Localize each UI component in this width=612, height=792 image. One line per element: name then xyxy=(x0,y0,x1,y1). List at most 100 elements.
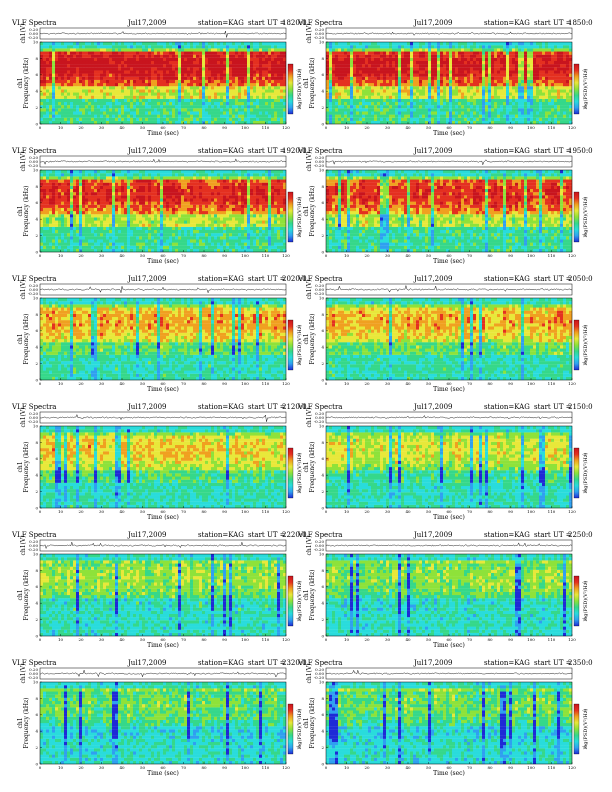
panel-6: VLF Spectra Jul17,2009 station=KAG start UT… xyxy=(297,275,593,393)
time-tick-label: 120 xyxy=(282,381,290,386)
colorbar xyxy=(288,448,293,498)
panel-ut-prefix: start UT = xyxy=(248,147,286,155)
time-tick-label: 80 xyxy=(487,381,493,386)
panel-date: Jul17,2009 xyxy=(413,659,453,667)
time-tick-label: 10 xyxy=(58,637,64,642)
freq-tick-label: 4 xyxy=(35,217,38,222)
time-tick-label: 90 xyxy=(222,253,228,258)
panel-start-ut: 2050:0 xyxy=(568,275,593,283)
freq-tick-label: 10 xyxy=(33,551,39,556)
time-tick-label: 90 xyxy=(508,253,514,258)
frequency-axis-label: Frequency (kHz) xyxy=(23,185,30,236)
panel-station: station=KAG xyxy=(198,19,244,27)
colorbar-label: log(PSD)(V²/Hz) xyxy=(582,709,589,750)
freq-tick-label: 8 xyxy=(321,184,324,189)
freq-tick-label: 10 xyxy=(33,679,39,684)
panel-station: station=KAG xyxy=(484,19,530,27)
time-tick-label: 10 xyxy=(58,253,64,258)
panel-date: Jul17,2009 xyxy=(127,147,167,155)
time-tick-label: 90 xyxy=(222,637,228,642)
panel-station: station=KAG xyxy=(198,403,244,411)
freq-tick-label: 10 xyxy=(33,39,39,44)
time-tick-label: 10 xyxy=(344,125,350,130)
time-tick-label: 50 xyxy=(140,253,146,258)
time-tick-label: 40 xyxy=(119,125,125,130)
freq-tick-label: 4 xyxy=(35,345,38,350)
time-tick-label: 20 xyxy=(364,765,370,770)
panel-title: VLF Spectra xyxy=(297,531,342,539)
time-tick-label: 90 xyxy=(222,381,228,386)
time-tick-label: 50 xyxy=(426,253,432,258)
freq-tick-label: 4 xyxy=(321,729,324,734)
colorbar xyxy=(288,576,293,626)
time-tick-label: 40 xyxy=(119,381,125,386)
time-tick-label: 40 xyxy=(119,637,125,642)
time-tick-label: 20 xyxy=(364,381,370,386)
time-tick-label: 50 xyxy=(426,381,432,386)
time-tick-label: 80 xyxy=(201,765,207,770)
time-tick-label: 0 xyxy=(39,509,42,514)
time-tick-label: 0 xyxy=(39,765,42,770)
time-tick-label: 80 xyxy=(201,125,207,130)
time-tick-label: 80 xyxy=(487,509,493,514)
time-tick-label: 120 xyxy=(568,381,576,386)
time-tick-label: 50 xyxy=(140,125,146,130)
panel-ut-prefix: start UT = xyxy=(248,19,286,27)
panel-ut-prefix: start UT = xyxy=(248,531,286,539)
time-axis-label: Time (sec) xyxy=(147,130,179,137)
freq-tick-label: 8 xyxy=(35,312,38,317)
time-tick-label: 120 xyxy=(282,253,290,258)
waveform-ylabel: ch1(V) xyxy=(20,407,27,427)
time-tick-label: 70 xyxy=(181,637,187,642)
freq-tick-label: 8 xyxy=(321,312,324,317)
spectrogram-cells xyxy=(326,170,572,252)
time-tick-label: 90 xyxy=(508,125,514,130)
time-tick-label: 100 xyxy=(241,125,249,130)
panel-ut-prefix: start UT = xyxy=(534,659,572,667)
panel-ut-prefix: start UT = xyxy=(534,275,572,283)
panel-5: VLF Spectra Jul17,2009 station=KAG start UT… xyxy=(11,275,307,393)
time-tick-label: 30 xyxy=(99,765,105,770)
frequency-axis-label: Frequency (kHz) xyxy=(309,569,316,620)
freq-tick-label: 8 xyxy=(321,696,324,701)
freq-tick-label: 8 xyxy=(35,696,38,701)
time-tick-label: 10 xyxy=(58,509,64,514)
freq-tick-label: 6 xyxy=(321,72,324,77)
spectrogram-cells xyxy=(326,682,572,764)
time-tick-label: 30 xyxy=(99,381,105,386)
freq-tick-label: 10 xyxy=(33,295,39,300)
panel-title: VLF Spectra xyxy=(11,659,56,667)
time-tick-label: 120 xyxy=(568,253,576,258)
time-tick-label: 50 xyxy=(426,509,432,514)
time-tick-label: 0 xyxy=(39,381,42,386)
time-tick-label: 80 xyxy=(201,253,207,258)
panel-date: Jul17,2009 xyxy=(127,275,167,283)
panel-station: station=KAG xyxy=(198,147,244,155)
time-tick-label: 20 xyxy=(364,509,370,514)
panel-3: VLF Spectra Jul17,2009 station=KAG start UT… xyxy=(11,147,307,265)
freq-tick-label: 2 xyxy=(35,361,38,366)
waveform-ylabel: ch1(V) xyxy=(306,407,313,427)
time-tick-label: 110 xyxy=(548,381,556,386)
time-tick-label: 0 xyxy=(325,765,328,770)
panel-station: station=KAG xyxy=(484,147,530,155)
time-tick-label: 80 xyxy=(201,509,207,514)
panel-title: VLF Spectra xyxy=(11,403,56,411)
freq-tick-label: 10 xyxy=(319,167,325,172)
time-tick-label: 40 xyxy=(119,765,125,770)
time-tick-label: 70 xyxy=(181,381,187,386)
time-tick-label: 120 xyxy=(282,125,290,130)
time-tick-label: 50 xyxy=(426,125,432,130)
time-tick-label: 100 xyxy=(241,509,249,514)
time-axis-label: Time (sec) xyxy=(147,514,179,521)
panel-title: VLF Spectra xyxy=(11,275,56,283)
freq-tick-label: 2 xyxy=(35,489,38,494)
colorbar xyxy=(574,192,579,242)
panel-ut-prefix: start UT = xyxy=(248,403,286,411)
colorbar xyxy=(574,704,579,754)
time-tick-label: 110 xyxy=(262,637,270,642)
time-tick-label: 70 xyxy=(181,253,187,258)
freq-tick-label: 2 xyxy=(321,745,324,750)
colorbar xyxy=(574,576,579,626)
freq-tick-label: 4 xyxy=(35,601,38,606)
